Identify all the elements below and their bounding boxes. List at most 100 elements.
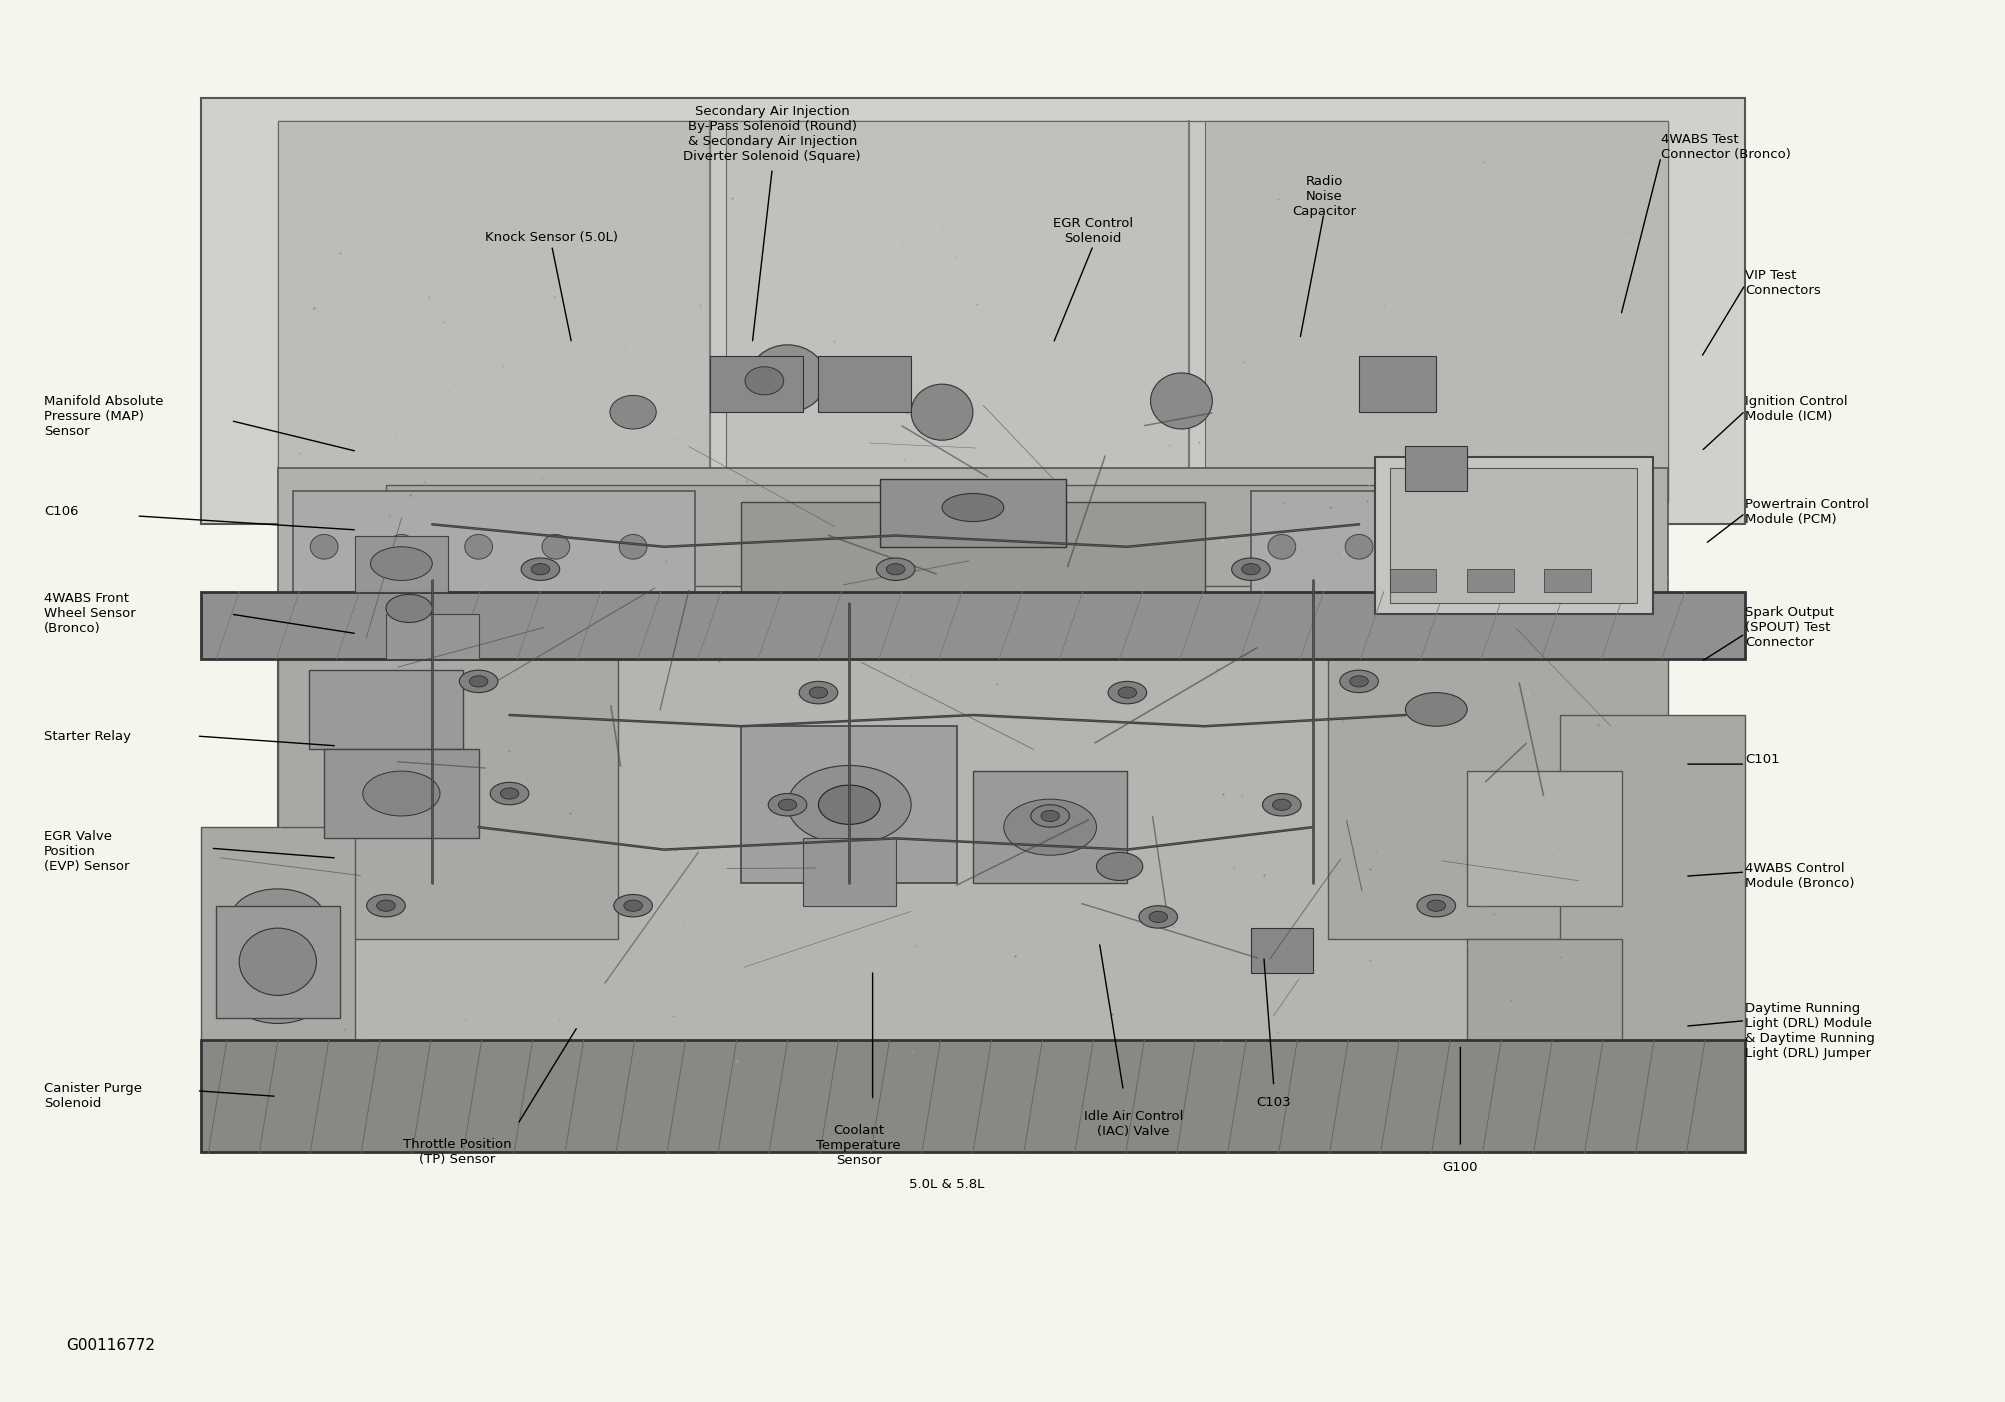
Bar: [818, 356, 910, 412]
Ellipse shape: [531, 564, 549, 575]
Ellipse shape: [459, 670, 497, 693]
Ellipse shape: [748, 345, 826, 412]
Ellipse shape: [778, 799, 796, 810]
Text: EGR Control
Solenoid: EGR Control Solenoid: [1053, 217, 1133, 245]
Ellipse shape: [744, 367, 784, 395]
Bar: [972, 771, 1127, 883]
Ellipse shape: [363, 771, 439, 816]
Text: G100: G100: [1442, 1161, 1478, 1173]
Ellipse shape: [910, 384, 972, 440]
Text: Ignition Control
Module (ICM): Ignition Control Module (ICM): [1744, 395, 1847, 423]
Bar: [1373, 457, 1652, 614]
Ellipse shape: [808, 687, 828, 698]
Bar: [200, 592, 1744, 659]
Bar: [880, 479, 1065, 547]
Bar: [1203, 121, 1668, 502]
Text: Starter Relay: Starter Relay: [44, 729, 130, 743]
Bar: [1327, 625, 1668, 939]
Ellipse shape: [942, 494, 1002, 522]
Bar: [726, 121, 1189, 502]
Ellipse shape: [1406, 693, 1466, 726]
Bar: [279, 468, 1668, 603]
Ellipse shape: [1422, 534, 1450, 559]
Ellipse shape: [1339, 670, 1377, 693]
Text: Coolant
Temperature
Sensor: Coolant Temperature Sensor: [816, 1124, 900, 1168]
Text: Daytime Running
Light (DRL) Module
& Daytime Running
Light (DRL) Jumper: Daytime Running Light (DRL) Module & Day…: [1744, 1002, 1875, 1060]
Ellipse shape: [614, 894, 652, 917]
Ellipse shape: [311, 534, 339, 559]
Ellipse shape: [231, 967, 325, 1023]
Ellipse shape: [1345, 534, 1371, 559]
Bar: [293, 491, 694, 603]
Ellipse shape: [521, 558, 559, 580]
Ellipse shape: [1261, 794, 1301, 816]
Text: 4WABS Front
Wheel Sensor
(Bronco): 4WABS Front Wheel Sensor (Bronco): [44, 592, 136, 635]
Ellipse shape: [1271, 799, 1291, 810]
Text: Powertrain Control
Module (PCM): Powertrain Control Module (PCM): [1744, 498, 1869, 526]
Ellipse shape: [489, 782, 529, 805]
Ellipse shape: [610, 395, 656, 429]
Ellipse shape: [1117, 687, 1137, 698]
Ellipse shape: [541, 534, 569, 559]
Ellipse shape: [788, 765, 910, 844]
Ellipse shape: [1426, 900, 1446, 911]
Bar: [200, 1040, 1744, 1152]
Ellipse shape: [818, 785, 880, 824]
Text: 5.0L & 5.8L: 5.0L & 5.8L: [908, 1178, 984, 1192]
Text: Throttle Position
(TP) Sensor: Throttle Position (TP) Sensor: [403, 1138, 511, 1166]
Bar: [200, 827, 355, 1052]
Text: VIP Test
Connectors: VIP Test Connectors: [1744, 269, 1821, 297]
Text: C106: C106: [44, 505, 78, 519]
Bar: [1251, 491, 1652, 603]
Text: Secondary Air Injection
By-Pass Solenoid (Round)
& Secondary Air Injection
Diver: Secondary Air Injection By-Pass Solenoid…: [684, 105, 860, 163]
Text: G00116772: G00116772: [66, 1339, 154, 1353]
Bar: [1389, 468, 1636, 603]
Bar: [1466, 939, 1620, 1052]
Ellipse shape: [1500, 534, 1526, 559]
Ellipse shape: [1151, 373, 1211, 429]
Bar: [1359, 356, 1436, 412]
Ellipse shape: [798, 681, 838, 704]
Bar: [1389, 569, 1436, 592]
Bar: [1544, 569, 1590, 592]
Bar: [279, 121, 710, 502]
Text: Spark Output
(SPOUT) Test
Connector: Spark Output (SPOUT) Test Connector: [1744, 606, 1833, 649]
Bar: [1406, 446, 1466, 491]
Ellipse shape: [1002, 799, 1097, 855]
Bar: [385, 614, 479, 659]
Bar: [740, 726, 956, 883]
Text: EGR Valve
Position
(EVP) Sensor: EGR Valve Position (EVP) Sensor: [44, 830, 130, 873]
Ellipse shape: [1139, 906, 1177, 928]
Ellipse shape: [371, 547, 433, 580]
Bar: [1560, 715, 1744, 1052]
Ellipse shape: [1231, 558, 1269, 580]
Text: 4WABS Control
Module (Bronco): 4WABS Control Module (Bronco): [1744, 862, 1855, 890]
Text: C103: C103: [1255, 1096, 1291, 1109]
Ellipse shape: [624, 900, 642, 911]
Bar: [1466, 771, 1620, 906]
Ellipse shape: [1031, 805, 1069, 827]
Bar: [279, 121, 1668, 502]
Bar: [325, 749, 479, 838]
Ellipse shape: [367, 894, 405, 917]
Text: Idle Air Control
(IAC) Valve: Idle Air Control (IAC) Valve: [1083, 1110, 1183, 1138]
Ellipse shape: [886, 564, 904, 575]
Ellipse shape: [1349, 676, 1367, 687]
Ellipse shape: [1576, 534, 1604, 559]
Ellipse shape: [231, 889, 325, 945]
Ellipse shape: [1041, 810, 1059, 822]
Ellipse shape: [377, 900, 395, 911]
Text: 4WABS Test
Connector (Bronco): 4WABS Test Connector (Bronco): [1660, 133, 1790, 161]
Text: C101: C101: [1744, 753, 1778, 767]
Ellipse shape: [239, 928, 317, 995]
Text: Knock Sensor (5.0L): Knock Sensor (5.0L): [485, 231, 618, 244]
Bar: [710, 356, 802, 412]
Bar: [1466, 569, 1514, 592]
Bar: [200, 98, 1744, 524]
Ellipse shape: [465, 534, 493, 559]
Ellipse shape: [385, 594, 433, 622]
Ellipse shape: [876, 558, 914, 580]
Bar: [279, 625, 1668, 1052]
Text: Canister Purge
Solenoid: Canister Purge Solenoid: [44, 1082, 142, 1110]
Bar: [355, 536, 447, 592]
